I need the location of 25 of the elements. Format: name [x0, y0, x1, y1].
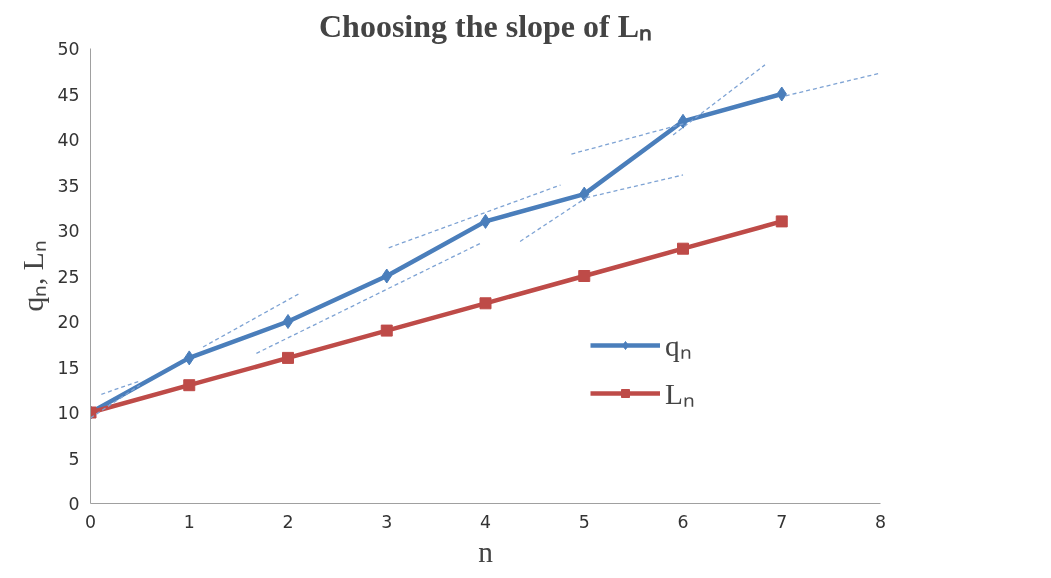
y-tick-label: 10	[57, 403, 80, 423]
y-tick-label: 15	[57, 357, 80, 378]
y-tick-label: 40	[57, 130, 80, 150]
y-tick-label: 5	[68, 448, 80, 469]
chart-title: Choosing the slope of Lₙ	[318, 7, 653, 44]
x-tick-label: 5	[578, 511, 590, 532]
legend-label: Lₙ	[665, 377, 695, 412]
x-tick-label: 8	[874, 511, 887, 532]
x-tick-label: 0	[84, 511, 97, 532]
x-tick-label: 4	[479, 511, 492, 532]
y-tick-label: 45	[57, 84, 80, 105]
x-tick-label: 2	[282, 511, 294, 532]
legend-label: qₙ	[665, 329, 692, 364]
x-tick-label: 7	[776, 511, 788, 532]
x-tick-label: 6	[677, 511, 689, 532]
y-tick-label: 0	[68, 494, 80, 514]
x-tick-label: 1	[183, 511, 195, 532]
x-tick-label: 3	[381, 511, 393, 532]
y-tick-label: 20	[57, 312, 80, 332]
y-tick-label: 35	[57, 175, 80, 196]
y-tick-label: 50	[57, 39, 80, 59]
y-axis-title: qₙ, Lₙ	[17, 240, 50, 312]
y-tick-label: 25	[57, 266, 80, 287]
x-axis-title: n	[478, 535, 494, 568]
y-tick-label: 30	[57, 221, 80, 241]
